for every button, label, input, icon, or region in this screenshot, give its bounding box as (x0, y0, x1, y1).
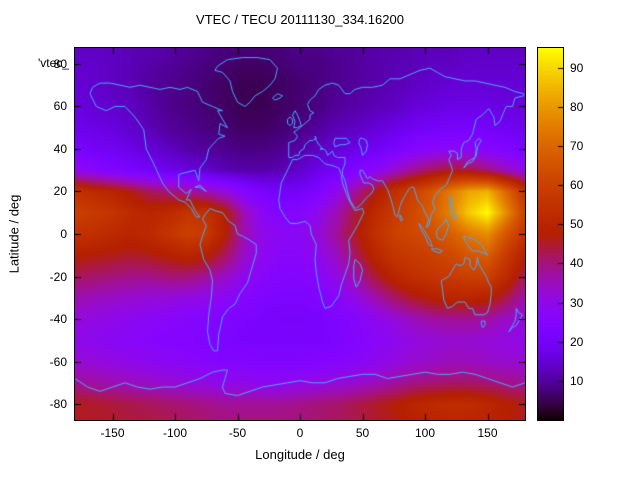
colorbar (537, 47, 564, 421)
colorbar-tick-label: 50 (570, 217, 584, 232)
colorbar-tick-label: 80 (570, 99, 584, 114)
x-tick-label: -50 (228, 426, 247, 440)
y-tick-label: 20 (53, 184, 67, 199)
x-tick-label: 100 (414, 426, 436, 440)
colorbar-tick-label: 20 (570, 334, 584, 349)
y-tick-label: -80 (49, 397, 67, 412)
x-tick-label: 0 (296, 426, 304, 440)
y-tick-label: 60 (53, 99, 67, 114)
y-tick-label: 80 (53, 56, 67, 71)
colorbar-tick-label: 90 (570, 60, 584, 75)
y-tick-label: -40 (49, 312, 67, 327)
colorbar-tick-label: 60 (570, 178, 584, 193)
y-tick-label: 40 (53, 141, 67, 156)
colorbar-canvas (538, 48, 563, 420)
plot-area (74, 47, 526, 421)
x-axis-label: Longitude / deg (255, 447, 345, 462)
x-tick-label: -150 (100, 426, 125, 440)
colorbar-tick-label: 40 (570, 256, 584, 271)
y-tick-label: 0 (60, 227, 67, 241)
colorbar-tick-label: 10 (570, 373, 584, 388)
y-tick-label: -60 (49, 354, 67, 369)
x-tick-label: 150 (477, 426, 498, 440)
y-tick-label: -20 (49, 269, 67, 284)
colorbar-tick-label: 30 (570, 295, 584, 310)
x-tick-label: -100 (162, 426, 188, 440)
vtec-heatmap-canvas (75, 48, 525, 420)
colorbar-tick-label: 70 (570, 138, 584, 153)
chart-title: VTEC / TECU 20111130_334.16200 (196, 12, 404, 27)
y-axis-label: Latitude / deg (6, 194, 22, 274)
x-tick-label: 50 (355, 426, 370, 440)
legend-key-label: 'vtec_ (38, 56, 69, 70)
